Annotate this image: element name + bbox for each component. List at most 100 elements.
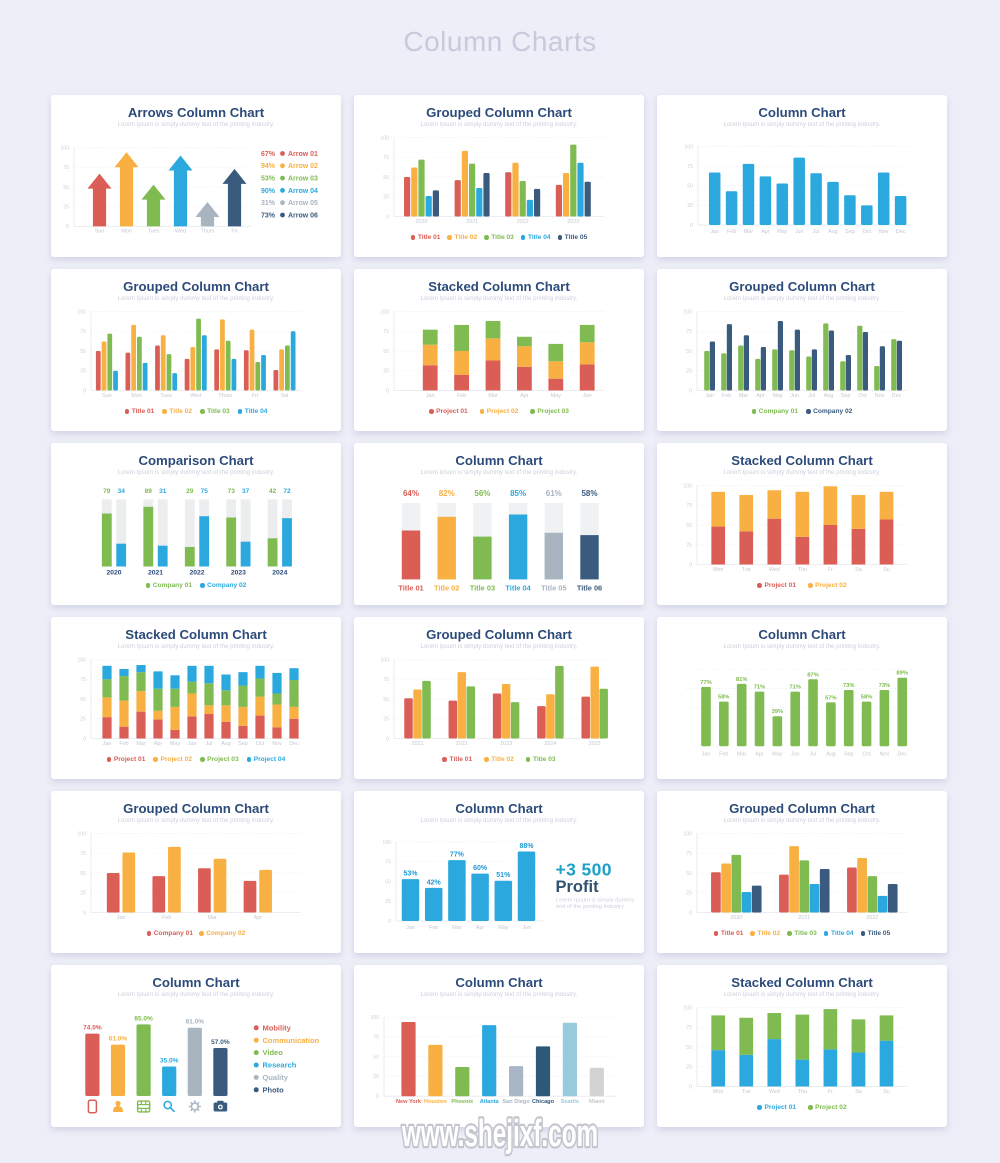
svg-text:53%: 53%	[403, 871, 418, 878]
svg-text:Sep: Sep	[844, 752, 854, 758]
svg-text:Jan: Jan	[103, 741, 112, 747]
svg-text:Oct: Oct	[256, 741, 265, 747]
svg-text:2020: 2020	[416, 219, 428, 225]
svg-text:Mon: Mon	[131, 393, 142, 399]
svg-text:34: 34	[118, 488, 126, 495]
svg-text:100: 100	[380, 135, 389, 141]
svg-text:Nov: Nov	[880, 752, 890, 758]
svg-text:Houston: Houston	[424, 1099, 447, 1105]
svg-text:58%: 58%	[581, 489, 597, 498]
svg-text:25: 25	[686, 369, 692, 375]
svg-text:87%: 87%	[807, 672, 819, 678]
svg-text:Arrow 01: Arrow 01	[288, 151, 318, 158]
svg-text:2022: 2022	[517, 219, 529, 225]
svg-text:Title 02: Title 02	[434, 584, 459, 593]
svg-text:Su: Su	[883, 567, 890, 573]
svg-text:50: 50	[63, 185, 69, 191]
svg-text:89%: 89%	[896, 671, 908, 677]
svg-text:Jul: Jul	[810, 752, 817, 758]
svg-text:25: 25	[80, 717, 86, 723]
svg-text:88%: 88%	[519, 843, 534, 850]
svg-text:73%: 73%	[879, 683, 891, 689]
svg-text:64%: 64%	[403, 489, 419, 498]
svg-text:50: 50	[80, 697, 86, 703]
svg-text:58%: 58%	[861, 695, 873, 701]
svg-text:0: 0	[388, 919, 391, 925]
svg-text:0: 0	[376, 1094, 379, 1100]
svg-text:75: 75	[80, 677, 86, 683]
svg-text:50: 50	[80, 349, 86, 355]
svg-text:Feb: Feb	[119, 741, 128, 747]
svg-text:Fri: Fri	[252, 393, 258, 399]
svg-text:73%: 73%	[261, 212, 276, 219]
svg-text:2025: 2025	[589, 741, 601, 747]
svg-text:Tue: Tue	[742, 1089, 751, 1095]
svg-text:May: May	[772, 752, 782, 758]
svg-text:77%: 77%	[450, 852, 465, 859]
svg-text:61%: 61%	[546, 489, 562, 498]
svg-text:Jan: Jan	[710, 229, 719, 235]
svg-text:81%: 81%	[736, 677, 748, 683]
svg-text:Jul: Jul	[813, 229, 820, 235]
svg-text:2024: 2024	[544, 741, 556, 747]
svg-text:+3 500: +3 500	[556, 860, 612, 880]
svg-text:0: 0	[66, 224, 69, 230]
svg-text:Feb: Feb	[457, 393, 466, 399]
svg-text:89: 89	[145, 488, 153, 495]
svg-text:San Diego: San Diego	[502, 1099, 530, 1105]
svg-text:Dec: Dec	[892, 393, 902, 399]
svg-text:Thu: Thu	[798, 1089, 807, 1095]
svg-text:Miami: Miami	[589, 1099, 605, 1105]
svg-text:25: 25	[687, 203, 693, 209]
svg-text:50: 50	[373, 1055, 379, 1061]
svg-text:Fr: Fr	[828, 567, 833, 573]
svg-text:75: 75	[383, 329, 389, 335]
svg-text:Title 03: Title 03	[470, 584, 495, 593]
svg-text:Mar: Mar	[739, 393, 748, 399]
svg-text:Wed: Wed	[190, 393, 201, 399]
svg-text:25: 25	[383, 717, 389, 723]
svg-text:2021: 2021	[412, 741, 424, 747]
svg-text:Wed: Wed	[175, 229, 186, 235]
svg-text:100: 100	[77, 831, 86, 837]
svg-text:Thurs: Thurs	[201, 229, 215, 235]
svg-text:71%: 71%	[754, 685, 766, 691]
svg-text:73%: 73%	[843, 683, 855, 689]
svg-text:82%: 82%	[439, 489, 455, 498]
svg-text:Dec: Dec	[289, 741, 299, 747]
svg-text:Aug: Aug	[826, 752, 836, 758]
svg-text:51%: 51%	[496, 872, 511, 879]
svg-text:2023: 2023	[500, 741, 512, 747]
svg-text:Sa: Sa	[855, 1089, 862, 1095]
svg-text:75: 75	[63, 165, 69, 171]
svg-text:25: 25	[373, 1074, 379, 1080]
svg-text:0: 0	[689, 910, 692, 916]
svg-text:25: 25	[686, 1065, 692, 1071]
svg-text:Aug: Aug	[221, 741, 231, 747]
svg-text:Sat: Sat	[280, 393, 289, 399]
svg-text:Mon: Mon	[713, 1089, 724, 1095]
svg-text:50: 50	[686, 1045, 692, 1051]
svg-text:75: 75	[385, 860, 391, 866]
svg-text:Dec: Dec	[897, 752, 907, 758]
svg-text:90%: 90%	[261, 188, 276, 195]
svg-text:25: 25	[63, 205, 69, 211]
svg-text:25: 25	[383, 369, 389, 375]
svg-text:Mon: Mon	[713, 567, 724, 573]
svg-text:Atlanta: Atlanta	[480, 1099, 500, 1105]
svg-text:Jun: Jun	[522, 925, 531, 931]
svg-text:74.0%: 74.0%	[83, 1025, 102, 1032]
svg-text:Arrow 02: Arrow 02	[288, 163, 318, 170]
svg-text:85.0%: 85.0%	[134, 1015, 153, 1022]
svg-text:75: 75	[686, 851, 692, 857]
svg-text:2023: 2023	[231, 570, 246, 577]
svg-text:Apr: Apr	[254, 915, 263, 921]
svg-text:0: 0	[83, 910, 86, 916]
svg-text:100: 100	[380, 657, 389, 663]
svg-text:50: 50	[383, 349, 389, 355]
svg-text:58%: 58%	[718, 695, 730, 701]
svg-text:Tue: Tue	[742, 567, 751, 573]
svg-text:72: 72	[283, 488, 291, 495]
svg-text:Thurs: Thurs	[218, 393, 232, 399]
svg-text:75: 75	[383, 677, 389, 683]
